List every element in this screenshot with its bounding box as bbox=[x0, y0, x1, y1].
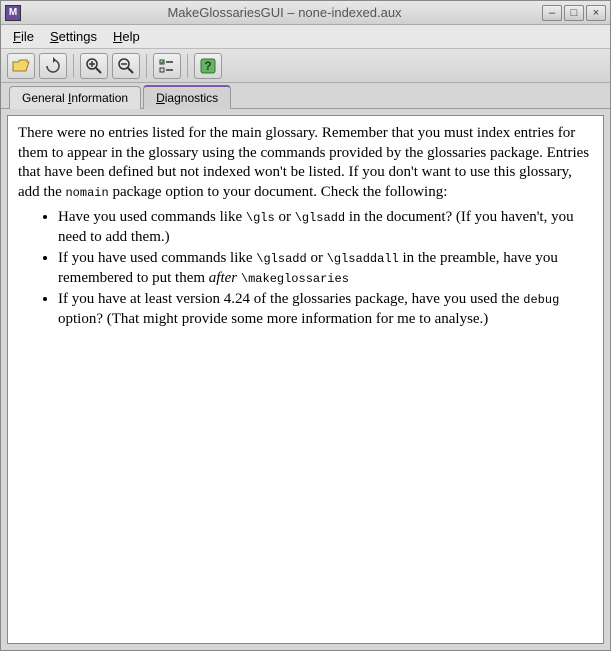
intro-text-2: package option to your document. Check t… bbox=[109, 184, 448, 200]
list-item: If you have at least version 4.24 of the… bbox=[58, 290, 593, 329]
menu-help[interactable]: Help bbox=[107, 27, 146, 46]
bullet2-p1: If you have used commands like bbox=[58, 250, 256, 266]
tab-general-information[interactable]: General Information bbox=[9, 86, 141, 109]
window-title: MakeGlossariesGUI – none-indexed.aux bbox=[27, 5, 542, 20]
close-button[interactable]: × bbox=[586, 5, 606, 21]
menu-settings[interactable]: Settings bbox=[44, 27, 103, 46]
options-button[interactable] bbox=[153, 53, 181, 79]
menu-file[interactable]: File bbox=[7, 27, 40, 46]
help-icon: ? bbox=[199, 57, 217, 75]
minimize-button[interactable]: – bbox=[542, 5, 562, 21]
tab-diagnostics[interactable]: Diagnostics bbox=[143, 85, 231, 109]
open-icon bbox=[12, 58, 30, 74]
code-glsadd: \glsadd bbox=[295, 211, 345, 225]
diagnostics-panel: There were no entries listed for the mai… bbox=[7, 115, 604, 644]
bullet1-p2: or bbox=[275, 209, 295, 225]
diagnostics-intro: There were no entries listed for the mai… bbox=[18, 124, 593, 202]
content-area: There were no entries listed for the mai… bbox=[1, 109, 610, 650]
open-button[interactable] bbox=[7, 53, 35, 79]
code-glsaddall: \glsaddall bbox=[327, 252, 399, 266]
bullet3-p1: If you have at least version 4.24 of the… bbox=[58, 291, 523, 307]
toolbar-separator bbox=[73, 54, 74, 78]
zoom-in-button[interactable] bbox=[80, 53, 108, 79]
maximize-button[interactable]: □ bbox=[564, 5, 584, 21]
refresh-button[interactable] bbox=[39, 53, 67, 79]
window-controls: – □ × bbox=[542, 5, 606, 21]
list-item: Have you used commands like \gls or \gls… bbox=[58, 208, 593, 247]
svg-text:?: ? bbox=[204, 59, 211, 73]
code-nomain: nomain bbox=[65, 186, 108, 200]
refresh-icon bbox=[44, 57, 62, 75]
toolbar: ? bbox=[1, 49, 610, 83]
bullet1-p1: Have you used commands like bbox=[58, 209, 246, 225]
toolbar-separator bbox=[146, 54, 147, 78]
tabbar: General Information Diagnostics bbox=[1, 83, 610, 109]
toolbar-separator bbox=[187, 54, 188, 78]
bullet2-p2: or bbox=[307, 250, 327, 266]
app-icon: M bbox=[5, 5, 21, 21]
code-makeglossaries: \makeglossaries bbox=[241, 272, 349, 286]
list-item: If you have used commands like \glsadd o… bbox=[58, 249, 593, 288]
zoom-out-icon bbox=[117, 57, 135, 75]
menubar: File Settings Help bbox=[1, 25, 610, 49]
diagnostics-list: Have you used commands like \gls or \gls… bbox=[18, 208, 593, 329]
code-gls: \gls bbox=[246, 211, 275, 225]
app-window: M MakeGlossariesGUI – none-indexed.aux –… bbox=[0, 0, 611, 651]
code-debug: debug bbox=[523, 293, 559, 307]
options-icon bbox=[159, 58, 175, 74]
help-button[interactable]: ? bbox=[194, 53, 222, 79]
zoom-in-icon bbox=[85, 57, 103, 75]
titlebar: M MakeGlossariesGUI – none-indexed.aux –… bbox=[1, 1, 610, 25]
bullet3-p2: option? (That might provide some more in… bbox=[58, 311, 488, 327]
zoom-out-button[interactable] bbox=[112, 53, 140, 79]
code-glsadd2: \glsadd bbox=[256, 252, 306, 266]
emph-after: after bbox=[209, 270, 237, 286]
